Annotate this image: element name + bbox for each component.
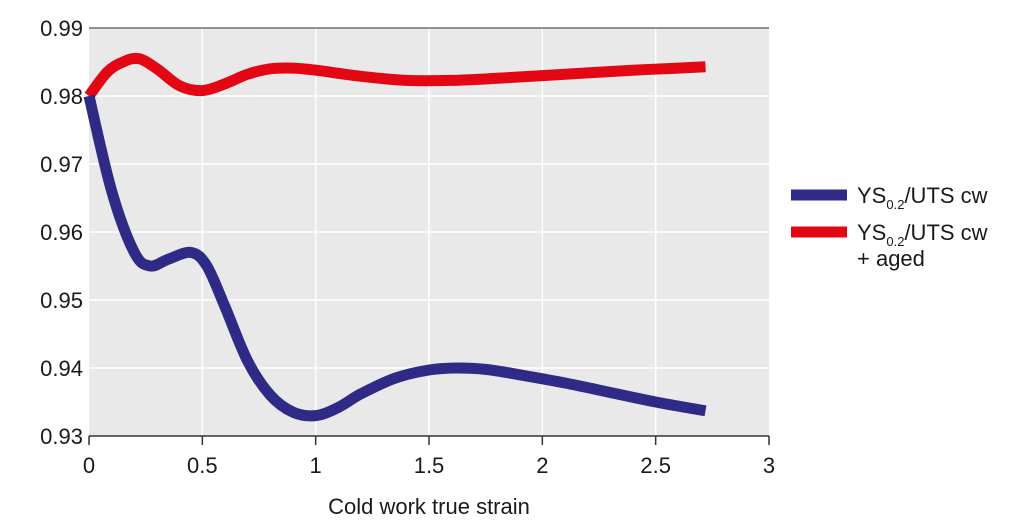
x-tick-label: 1.5 [414,453,445,478]
data-series [83,52,707,422]
y-tick-label: 0.97 [40,152,83,177]
legend-label: YS0.2/UTS cw [857,220,988,249]
x-tick-label: 0 [83,453,95,478]
series-line-1 [83,94,707,422]
x-axis-label: Cold work true strain [328,494,530,518]
tick-labels: 0.93 0.94 0.95 0.96 0.97 0.98 0.99 0 0.5 1 1.5 2 2.5… [40,16,775,478]
legend-label-line2: + aged [857,246,925,271]
y-tick-label: 0.95 [40,288,83,313]
legend-label: YS0.2/UTS cw [857,183,988,212]
x-tick-label: 0.5 [187,453,218,478]
x-tick-label: 1 [310,453,322,478]
x-tick-label: 3 [763,453,775,478]
y-tick-label: 0.94 [40,356,83,381]
gridlines [89,28,769,436]
y-tick-label: 0.93 [40,424,83,449]
y-tick-label: 0.99 [40,16,83,41]
y-tick-label: 0.98 [40,84,83,109]
series-line-2 [84,52,706,100]
axes [88,27,770,445]
x-tick-label: 2 [536,453,548,478]
x-tick-label: 2.5 [640,453,671,478]
y-tick-label: 0.96 [40,220,83,245]
